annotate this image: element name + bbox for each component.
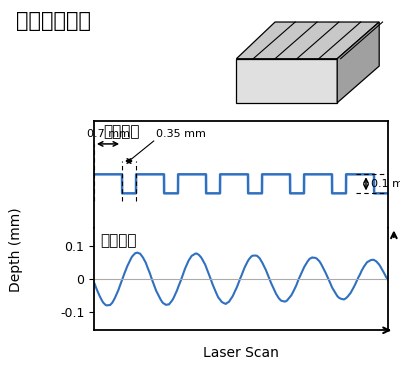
Text: Laser Scan: Laser Scan	[203, 346, 279, 360]
Text: 0.1 mm: 0.1 mm	[371, 179, 400, 189]
Polygon shape	[236, 59, 337, 103]
Text: 表面形状: 表面形状	[103, 124, 139, 139]
Polygon shape	[236, 22, 379, 59]
Text: 0.7 mm: 0.7 mm	[86, 129, 130, 139]
Polygon shape	[337, 22, 379, 103]
Text: 計測結果: 計測結果	[100, 233, 136, 248]
Text: Depth (mm): Depth (mm)	[9, 207, 23, 292]
Text: 凹凸サンプル: 凹凸サンプル	[16, 11, 91, 31]
Text: 0.35 mm: 0.35 mm	[156, 129, 206, 139]
